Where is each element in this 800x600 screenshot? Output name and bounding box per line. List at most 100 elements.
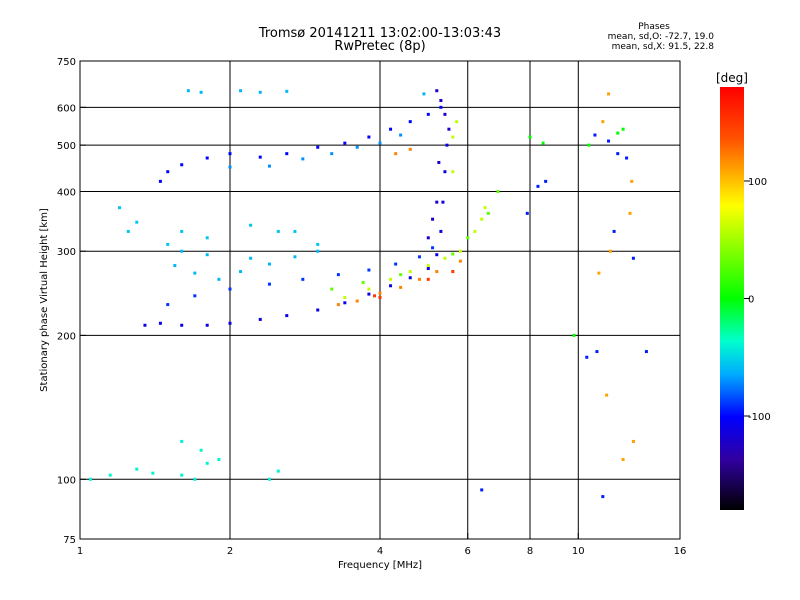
data-point [399,133,403,137]
y-tick-label: 75 [63,535,76,546]
data-point [528,135,532,139]
colorbar [720,87,744,510]
data-point [143,323,147,327]
data-point [435,200,439,204]
data-point [285,314,289,318]
data-point [451,252,455,256]
data-point [361,281,365,285]
data-point [373,294,377,298]
stats-heading: Phases [638,22,670,32]
data-point [126,229,130,233]
data-point [389,277,393,281]
data-point [607,92,611,96]
data-point [135,220,139,224]
phase-stats: Phases mean, sd,O: -72.7, 19.0 mean, sd,… [554,22,714,52]
data-point [435,89,439,93]
data-point [480,488,484,492]
data-point [258,155,262,159]
data-point [258,317,262,321]
data-point [186,89,190,93]
data-point [486,211,490,215]
data-point [367,287,371,291]
data-point [525,211,529,215]
data-point [625,156,629,160]
y-axis: 75 100 200 300 400 500 600 750 [57,57,86,546]
data-point [458,249,462,253]
y-tick-label: 300 [57,247,76,258]
data-point [180,439,184,443]
data-point [258,90,262,94]
data-point [285,152,289,156]
data-point [408,276,412,280]
data-point [621,127,625,131]
data-point [293,255,297,259]
colorbar-tick-label: -100 [748,412,771,423]
x-tick-label: 6 [465,546,471,557]
data-point [151,471,155,475]
data-point [408,147,412,151]
data-point [628,211,632,215]
data-point [439,105,443,109]
data-points [89,89,648,499]
data-point [616,152,620,156]
data-point [605,393,609,397]
data-point [417,277,421,281]
data-point [443,170,447,174]
y-tick-label: 500 [57,141,76,152]
data-point [217,457,221,461]
data-point [249,223,253,227]
data-point [330,287,334,291]
data-point [378,296,382,300]
data-point [394,262,398,266]
data-point [367,292,371,296]
data-point [173,264,177,268]
data-point [267,262,271,266]
x-axis: 1 2 4 6 8 10 16 [77,533,686,557]
data-point [228,287,232,291]
data-point [631,439,635,443]
data-point [399,273,403,277]
data-point [426,112,430,116]
data-point [378,291,382,295]
data-point [394,152,398,156]
data-point [228,165,232,169]
data-point [249,256,253,260]
x-tick-label: 4 [377,546,383,557]
data-point [367,268,371,272]
y-tick-label: 400 [57,187,76,198]
data-point [367,135,371,139]
y-axis-label: Stationary phase Virtual Height [km] [39,208,50,392]
data-point [343,296,347,300]
data-point [483,206,487,210]
y-tick-label: 100 [57,475,76,486]
data-point [443,112,447,116]
data-point [158,321,162,325]
y-tick-label: 200 [57,331,76,342]
data-point [480,217,484,221]
data-point [135,467,139,471]
data-point [541,141,545,145]
data-point [239,270,243,274]
chart-subtitle: RwPretec (8p) [334,39,426,54]
data-point [608,249,612,253]
data-point [597,271,601,275]
data-point [316,242,320,246]
data-point [443,256,447,260]
data-point [217,277,221,281]
x-tick-label: 10 [572,546,585,557]
stats-x-line: mean, sd,X: 91.5, 22.8 [611,42,714,52]
x-tick-label: 1 [77,546,83,557]
data-point [601,495,605,499]
data-point [435,270,439,274]
x-tick-label: 8 [527,546,533,557]
data-point [205,461,209,465]
data-point [316,308,320,312]
data-point [441,200,445,204]
data-point [205,253,209,257]
data-point [431,246,435,250]
data-point [587,143,591,147]
chart-title: Tromsø 20141211 13:02:00-13:03:43 [258,26,502,41]
data-point [451,170,455,174]
data-point [447,127,451,131]
